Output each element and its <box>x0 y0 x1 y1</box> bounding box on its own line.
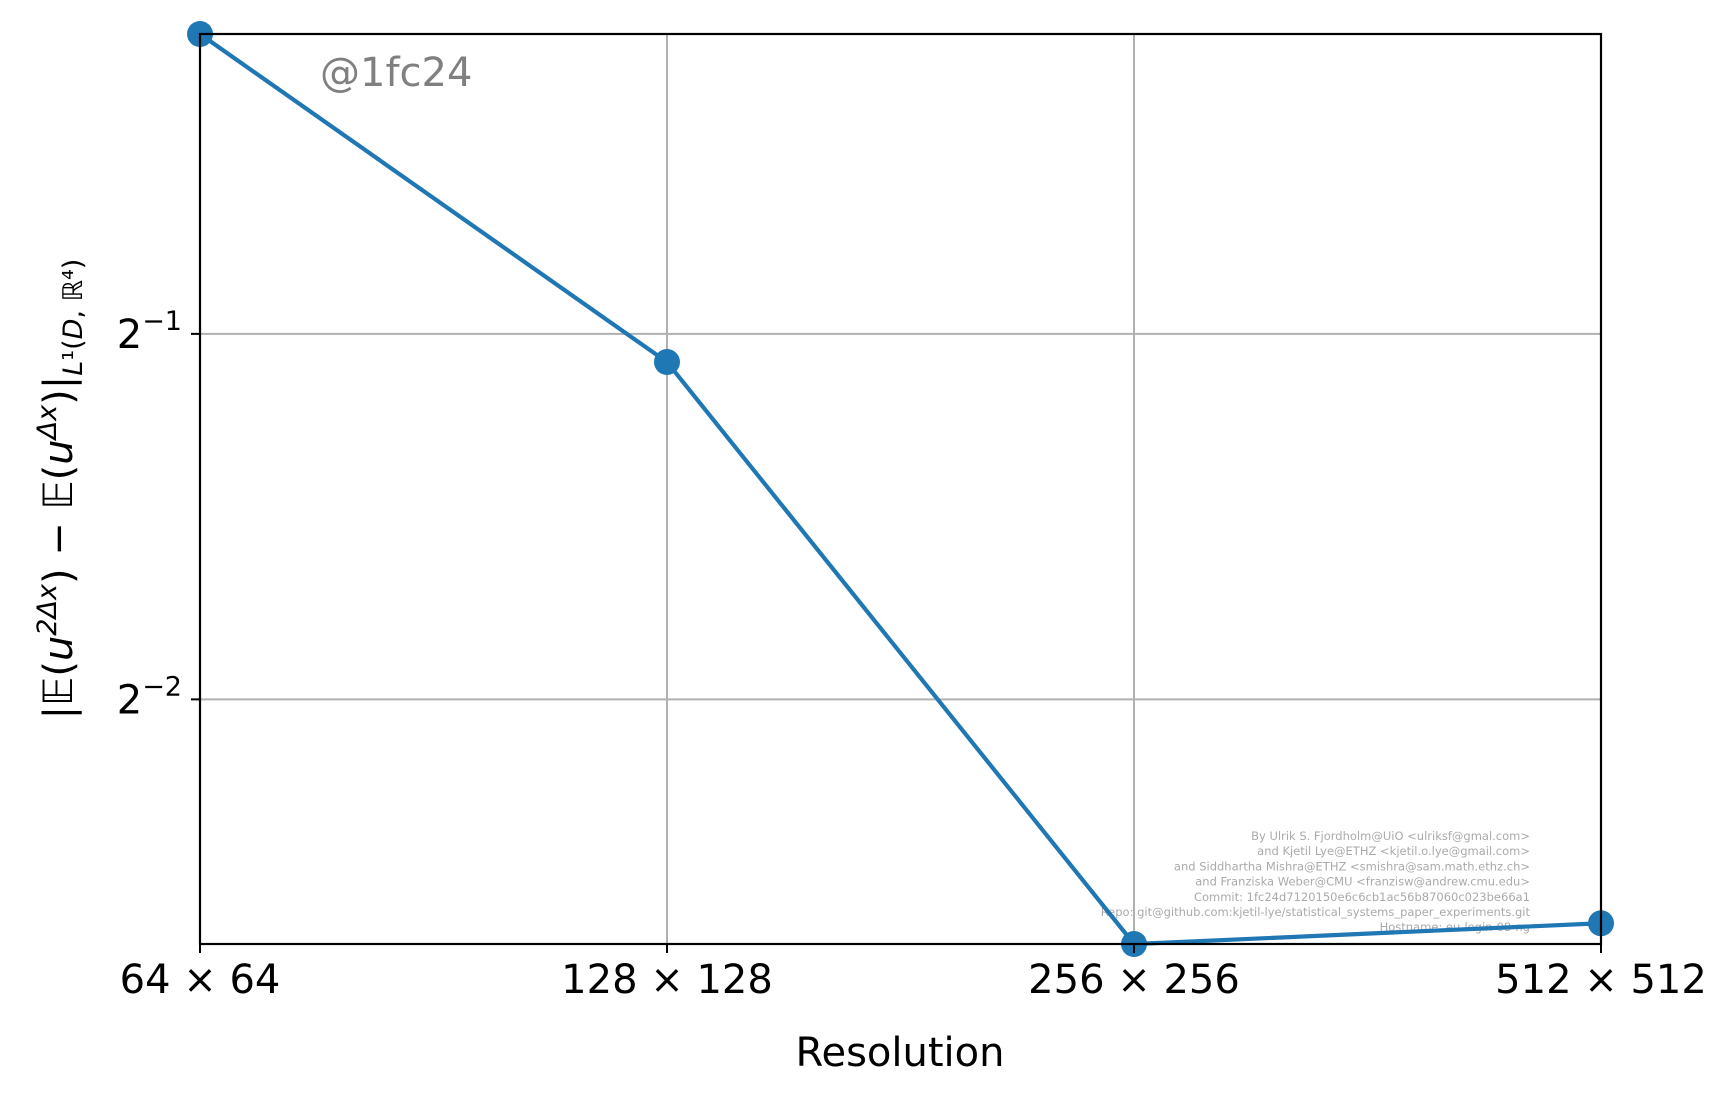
y-axis-label: |𝔼(u2Δx) − 𝔼(uΔx)|L¹(D, ℝ⁴) <box>32 259 89 720</box>
y-axis: 2−1 2−2 <box>117 306 200 723</box>
x-axis-label: Resolution <box>795 1030 1004 1076</box>
credits-block: By Ulrik S. Fjordholm@UiO <ulriksf@gmal.… <box>1101 829 1531 934</box>
watermark: @1fc24 <box>320 50 472 96</box>
y-tick-label: 2−1 <box>117 306 182 358</box>
x-axis: 64 × 64 128 × 128 256 × 256 512 × 512 <box>120 944 1707 1003</box>
credit-line: Repo: git@github.com:kjetil-lye/statisti… <box>1101 905 1531 919</box>
x-tick-label: 512 × 512 <box>1495 957 1707 1003</box>
credit-line: and Siddhartha Mishra@ETHZ <smishra@sam.… <box>1174 859 1530 873</box>
x-tick-label: 64 × 64 <box>120 957 281 1003</box>
data-point <box>654 349 680 376</box>
credit-line: and Kjetil Lye@ETHZ <kjetil.o.lye@gmail.… <box>1257 844 1530 858</box>
credit-line: By Ulrik S. Fjordholm@UiO <ulriksf@gmal.… <box>1251 829 1530 843</box>
y-tick-label: 2−2 <box>117 671 182 723</box>
credit-line: and Franziska Weber@CMU <franzisw@andrew… <box>1195 875 1530 889</box>
x-tick-label: 128 × 128 <box>561 957 773 1003</box>
series-layer <box>187 21 1614 957</box>
series-line <box>198 32 1602 947</box>
plot-frame <box>198 32 1603 946</box>
credit-line: Commit: 1fc24d7120150e6c6cb1ac56b87060c0… <box>1194 890 1530 904</box>
x-tick-label: 256 × 256 <box>1028 957 1240 1003</box>
grid <box>199 34 1602 944</box>
